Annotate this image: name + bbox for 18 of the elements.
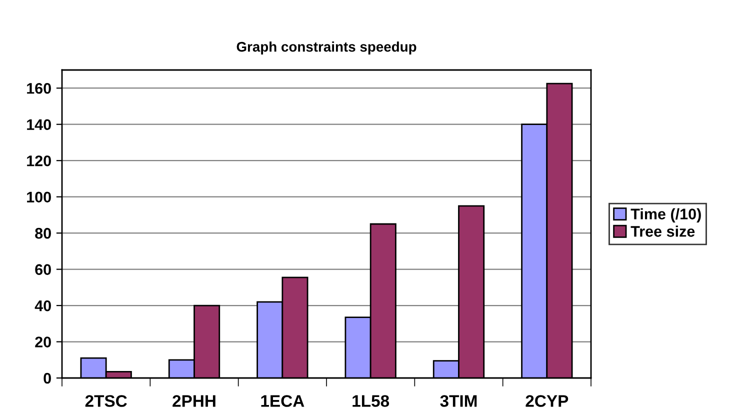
x-tick-label: 3TIM (440, 395, 477, 407)
y-tick-label: 40 (34, 300, 51, 312)
chart-title: Graph constraints speedup (236, 42, 416, 54)
x-tick-label: 1ECA (261, 395, 304, 407)
y-tick-label: 120 (27, 155, 51, 166)
legend-label: Time (/10) (630, 208, 701, 222)
legend-label: Tree size (630, 226, 695, 237)
y-tick-label: 140 (27, 119, 51, 130)
y-tick-label: 100 (27, 192, 51, 203)
x-tick-label: 2CYP (526, 395, 568, 407)
y-tick-label: 160 (27, 82, 51, 94)
y-tick-label: 0 (44, 372, 51, 384)
y-tick-label: 60 (35, 264, 51, 275)
x-tick-label: 2PHH (172, 395, 216, 407)
x-tick-label: 2TSC (85, 395, 127, 407)
y-tick-label: 20 (35, 336, 51, 348)
y-tick-label: 80 (35, 228, 51, 239)
x-tick-label: 1L58 (352, 395, 390, 407)
